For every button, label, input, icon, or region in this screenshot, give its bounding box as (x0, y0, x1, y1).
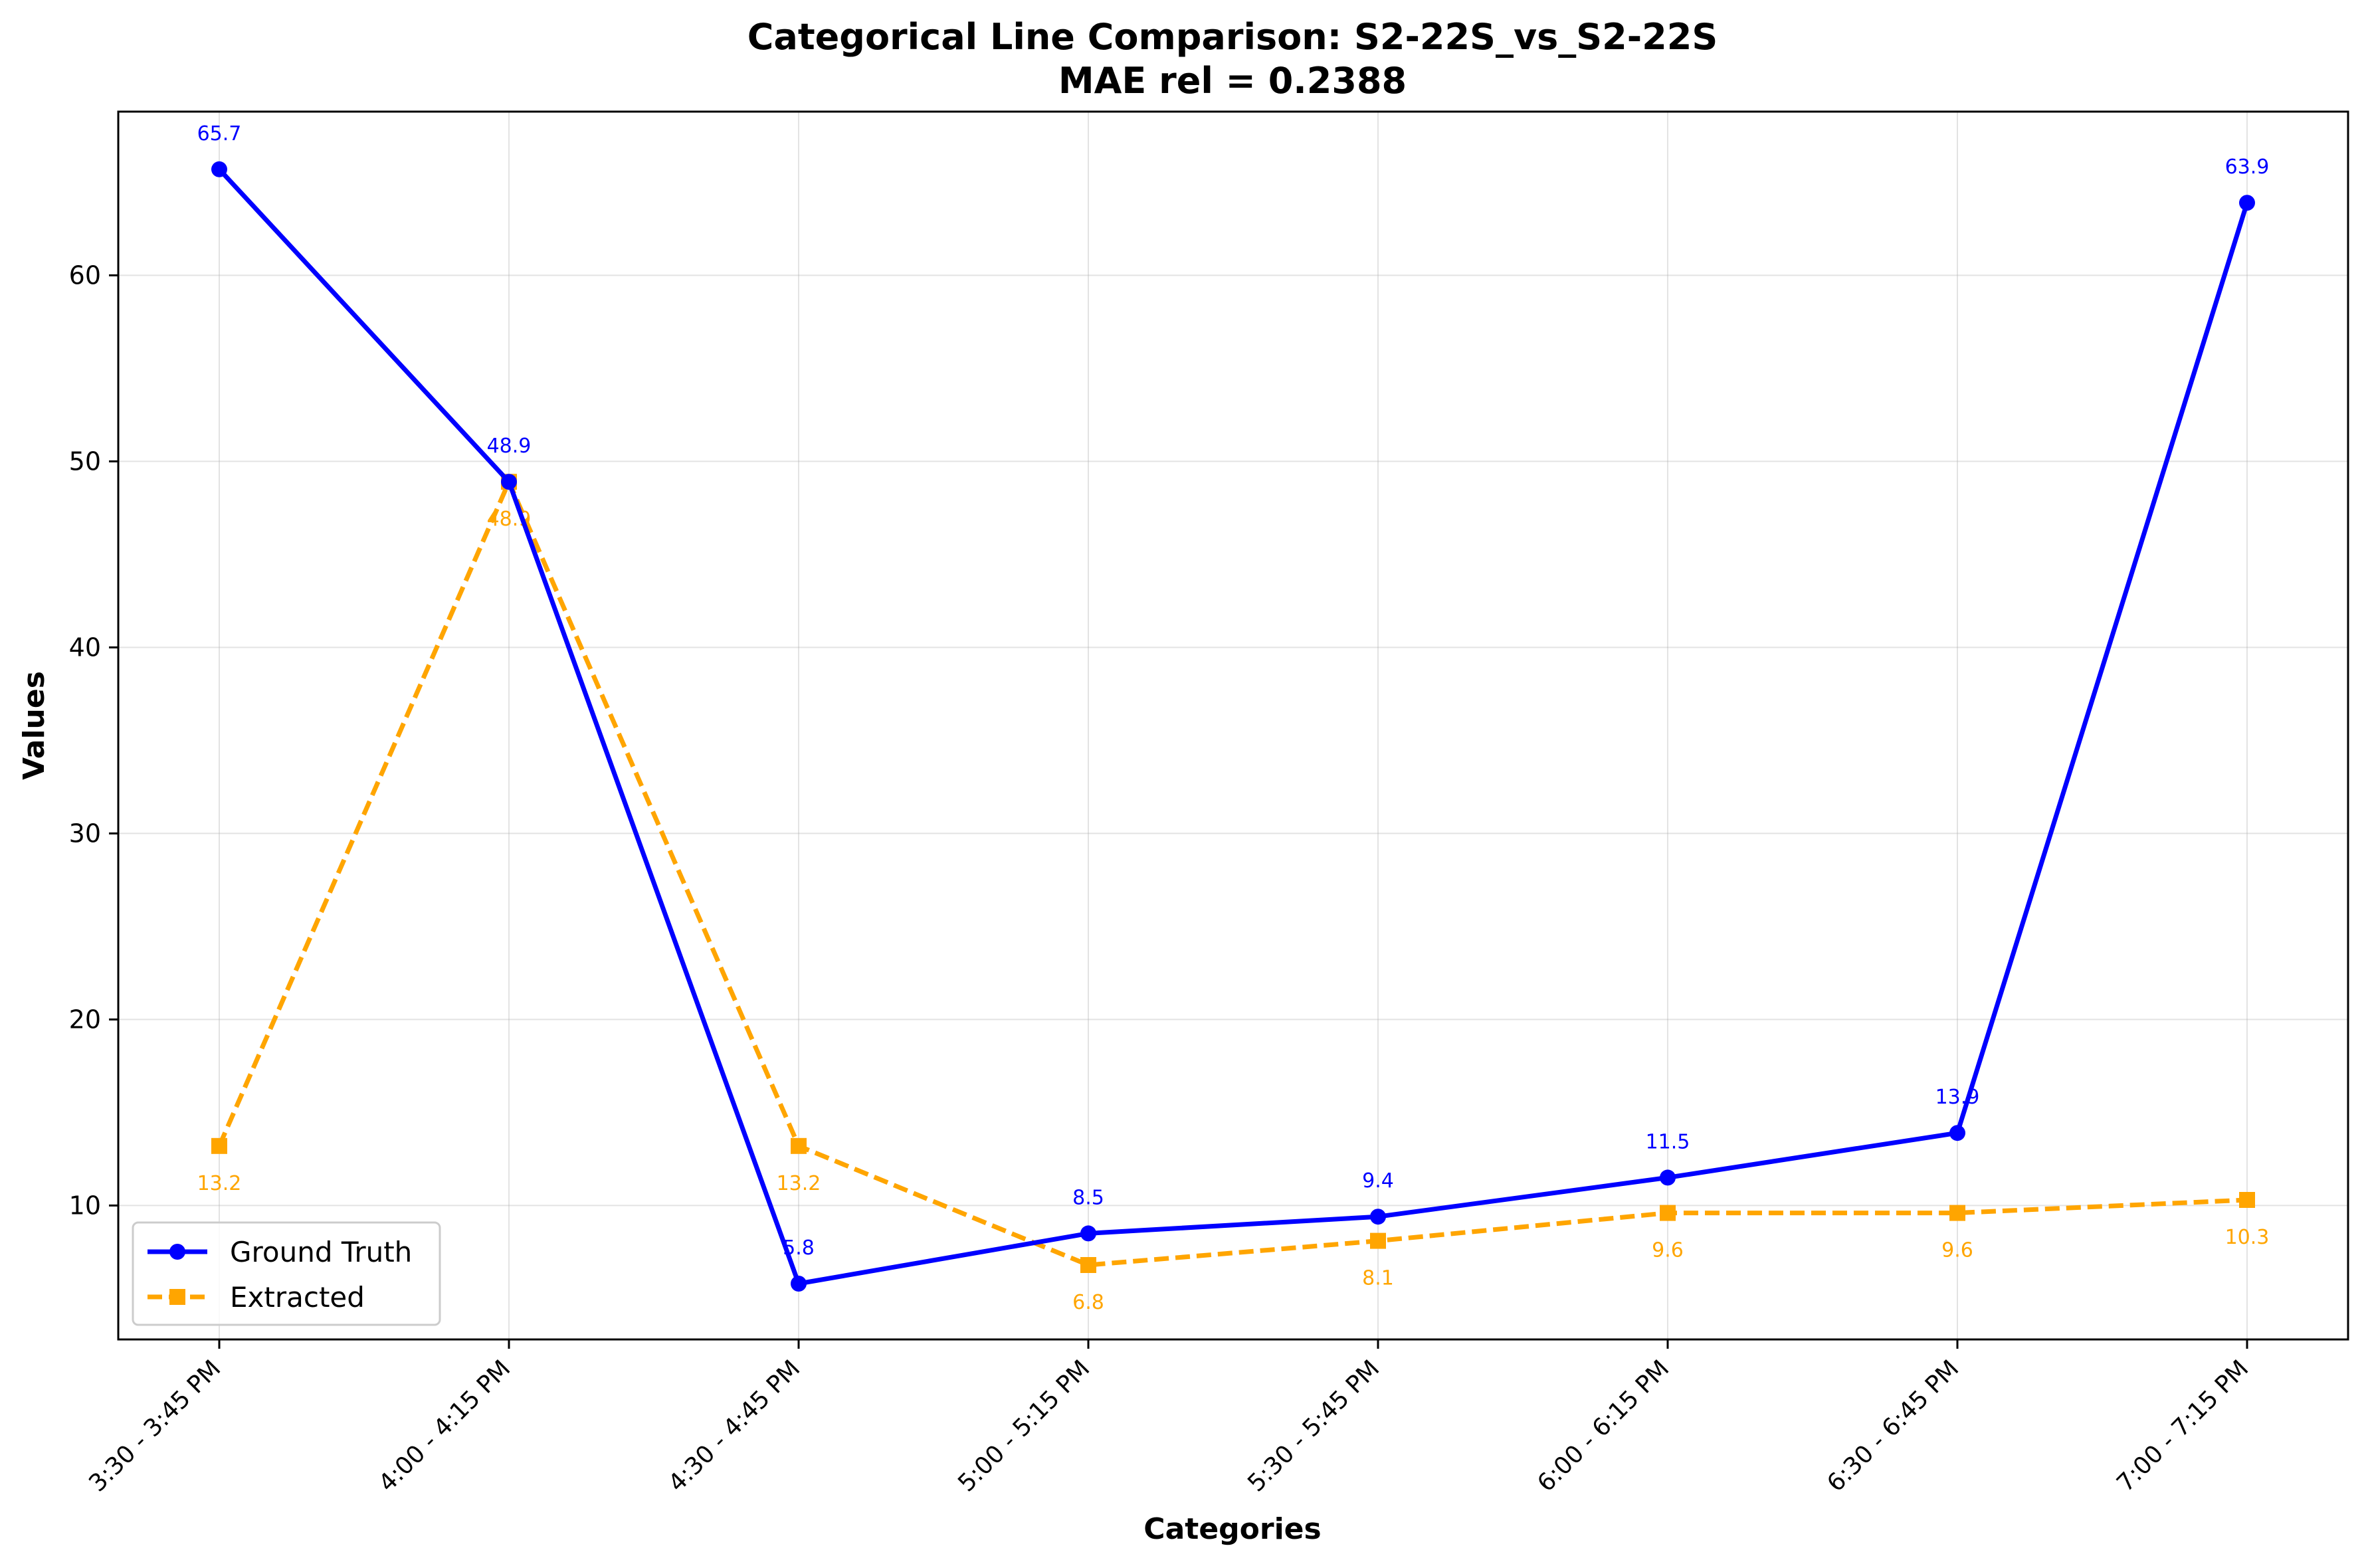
y-axis-label: Values (17, 671, 51, 780)
data-point (1660, 1169, 1676, 1186)
data-label: 13.2 (197, 1172, 242, 1195)
y-tick-label: 10 (69, 1191, 101, 1220)
legend-frame (132, 1221, 441, 1326)
data-point (501, 474, 517, 490)
y-tick-label: 30 (69, 819, 101, 848)
data-label: 10.3 (2225, 1226, 2270, 1249)
data-label: 11.5 (1646, 1130, 1690, 1153)
data-label: 48.9 (487, 435, 532, 458)
chart-title: Categorical Line Comparison: S2-22S_vs_S… (747, 16, 1718, 58)
grid (118, 112, 2348, 1339)
data-point (211, 161, 227, 177)
y-tick-label: 20 (69, 1005, 101, 1034)
y-tick-label: 50 (69, 446, 101, 476)
data-label: 9.6 (1941, 1239, 1973, 1262)
x-axis-label: Categories (1143, 1512, 1321, 1546)
data-point (2239, 1192, 2255, 1208)
legend-label: Ground Truth (230, 1236, 412, 1268)
data-label: 65.7 (197, 122, 242, 146)
data-point (791, 1276, 807, 1292)
data-point (1370, 1209, 1386, 1225)
legend-marker (169, 1244, 185, 1260)
data-label: 9.4 (1362, 1169, 1394, 1193)
series-ground-truth: 65.7 48.9 5.8 8.5 9.4 11.5 13.9 63.9 (197, 122, 2270, 1292)
data-point (1949, 1125, 1965, 1141)
data-point (1660, 1205, 1676, 1221)
data-point (1080, 1225, 1096, 1242)
chart-subtitle: MAE rel = 0.2388 (1058, 60, 1407, 102)
data-point (1080, 1257, 1096, 1273)
legend-item: Ground Truth (148, 1236, 412, 1268)
data-label: 6.8 (1072, 1291, 1104, 1314)
data-label: 9.6 (1652, 1239, 1684, 1262)
legend: Ground Truth Extracted (132, 1221, 441, 1326)
legend-label: Extracted (230, 1281, 365, 1314)
data-label: 5.8 (783, 1236, 815, 1260)
data-label: 13.2 (777, 1172, 821, 1195)
data-point (791, 1137, 807, 1154)
data-label: 13.9 (1935, 1086, 1980, 1109)
data-point (1370, 1232, 1386, 1249)
plot-frame (117, 110, 2349, 1341)
data-label: 8.1 (1362, 1267, 1394, 1290)
y-tick-label: 60 (69, 260, 101, 290)
series-line (217, 479, 2248, 1268)
y-tick-label: 40 (69, 633, 101, 662)
data-point (2239, 195, 2255, 211)
data-point (1949, 1205, 1965, 1221)
series-line (217, 167, 2250, 1286)
legend-item: Extracted (148, 1281, 365, 1314)
data-point (211, 1137, 227, 1154)
series-layer: 13.2 48.9 13.2 6.8 8.1 9.6 9.6 10.365.7 48.9 5.8 8… (197, 122, 2270, 1314)
data-label: 63.9 (2225, 155, 2270, 179)
legend-marker (169, 1289, 185, 1305)
data-label: 8.5 (1072, 1186, 1104, 1209)
